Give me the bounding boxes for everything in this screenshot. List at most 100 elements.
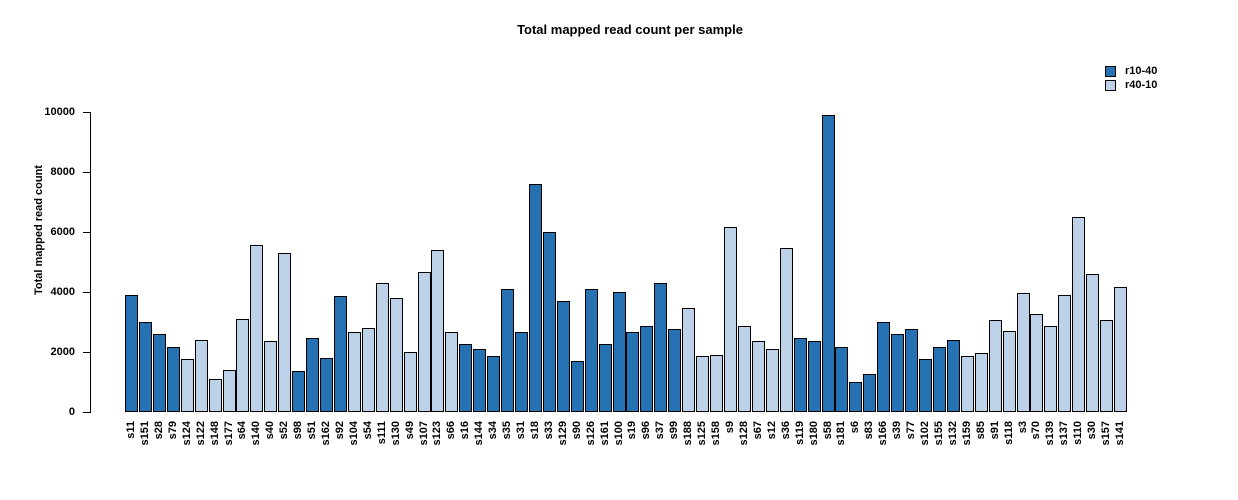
bar-s123 xyxy=(431,250,444,412)
x-tick-label-s144: s144 xyxy=(473,421,485,446)
bar-s125 xyxy=(696,356,709,412)
legend-label-r10-40: r10-40 xyxy=(1125,64,1158,77)
x-tick-label-s52: s52 xyxy=(278,421,290,440)
x-tick-label-s92: s92 xyxy=(334,421,346,440)
bar-s83 xyxy=(863,374,876,412)
x-tick-label-s102: s102 xyxy=(919,421,931,446)
x-tick-label-s139: s139 xyxy=(1044,421,1056,446)
bar-s132 xyxy=(947,340,960,412)
bar-s3 xyxy=(1017,293,1030,412)
bar-s159 xyxy=(961,356,974,412)
x-tick-label-s91: s91 xyxy=(989,421,1001,440)
x-tick-label-s58: s58 xyxy=(822,421,834,440)
y-tick-label: 10000 xyxy=(44,106,75,118)
y-tick-mark xyxy=(83,352,90,353)
x-tick-label-s3: s3 xyxy=(1017,421,1029,434)
x-tick-label-s129: s129 xyxy=(557,421,569,446)
x-tick-label-s124: s124 xyxy=(181,421,193,446)
x-tick-label-s132: s132 xyxy=(947,421,959,446)
bar-s139 xyxy=(1044,326,1057,412)
bar-s129 xyxy=(557,301,570,412)
x-tick-label-s66: s66 xyxy=(445,421,457,440)
bar-s70 xyxy=(1030,314,1043,412)
x-tick-label-s155: s155 xyxy=(933,421,945,446)
x-tick-label-s140: s140 xyxy=(250,421,262,446)
bar-s18 xyxy=(529,184,542,412)
y-tick-label: 6000 xyxy=(50,226,75,238)
y-tick-label: 0 xyxy=(68,406,75,418)
bar-s188 xyxy=(682,308,695,412)
bar-s181 xyxy=(835,347,848,412)
bar-s111 xyxy=(376,283,389,412)
bar-s166 xyxy=(877,322,890,412)
bar-s52 xyxy=(278,253,291,412)
bar-s96 xyxy=(640,326,653,412)
bar-s36 xyxy=(780,248,793,412)
bar-s100 xyxy=(613,292,626,412)
y-tick-mark xyxy=(83,292,90,293)
x-tick-label-s159: s159 xyxy=(961,421,973,446)
y-tick-mark xyxy=(83,412,90,413)
x-tick-label-s9: s9 xyxy=(724,421,736,434)
bar-s128 xyxy=(738,326,751,412)
x-tick-label-s49: s49 xyxy=(404,421,416,440)
bar-s161 xyxy=(599,344,612,412)
x-tick-label-s18: s18 xyxy=(529,421,541,440)
bar-s19 xyxy=(626,332,639,412)
bar-s33 xyxy=(543,232,556,412)
x-tick-label-s111: s111 xyxy=(376,421,388,445)
legend: r10-40 r40-10 xyxy=(1105,64,1157,92)
bar-s91 xyxy=(989,320,1002,412)
x-tick-label-s54: s54 xyxy=(362,421,374,440)
bar-s126 xyxy=(585,289,598,412)
bar-s140 xyxy=(250,245,263,412)
x-tick-label-s19: s19 xyxy=(626,421,638,440)
bar-s12 xyxy=(766,349,779,412)
bar-s51 xyxy=(306,338,319,412)
y-tick-mark xyxy=(83,232,90,233)
x-tick-label-s157: s157 xyxy=(1100,421,1112,446)
bar-s11 xyxy=(125,295,138,412)
bar-s130 xyxy=(390,298,403,412)
x-tick-label-s123: s123 xyxy=(431,421,443,446)
bar-s40 xyxy=(264,341,277,412)
x-tick-label-s181: s181 xyxy=(835,421,847,446)
bar-s144 xyxy=(473,349,486,412)
x-tick-label-s16: s16 xyxy=(459,421,471,440)
y-axis-line xyxy=(90,112,91,413)
x-tick-label-s40: s40 xyxy=(264,421,276,440)
bar-s177 xyxy=(223,370,236,412)
x-tick-label-s148: s148 xyxy=(209,421,221,446)
bar-s162 xyxy=(320,358,333,412)
x-tick-label-s180: s180 xyxy=(808,421,820,446)
x-tick-label-s104: s104 xyxy=(348,421,360,446)
y-tick-mark xyxy=(83,112,90,113)
x-tick-label-s12: s12 xyxy=(766,421,778,440)
x-tick-label-s177: s177 xyxy=(223,421,235,446)
y-tick-label: 8000 xyxy=(50,166,75,178)
legend-row-r40-10: r40-10 xyxy=(1105,78,1157,92)
legend-row-r10-40: r10-40 xyxy=(1105,64,1157,78)
x-tick-label-s79: s79 xyxy=(167,421,179,440)
bar-s158 xyxy=(710,355,723,412)
x-tick-label-s90: s90 xyxy=(571,421,583,440)
bar-s30 xyxy=(1086,274,1099,412)
bar-s28 xyxy=(153,334,166,412)
x-tick-label-s36: s36 xyxy=(780,421,792,440)
bar-s77 xyxy=(905,329,918,412)
bar-s66 xyxy=(445,332,458,412)
bar-s124 xyxy=(181,359,194,412)
x-tick-label-s100: s100 xyxy=(613,421,625,446)
x-tick-label-s188: s188 xyxy=(682,421,694,446)
x-tick-label-s137: s137 xyxy=(1058,421,1070,446)
x-tick-label-s28: s28 xyxy=(153,421,165,440)
x-tick-label-s96: s96 xyxy=(640,421,652,440)
y-tick-label: 4000 xyxy=(50,286,75,298)
x-tick-label-s51: s51 xyxy=(306,421,318,440)
bar-s85 xyxy=(975,353,988,412)
bar-s102 xyxy=(919,359,932,412)
bar-s122 xyxy=(195,340,208,412)
bar-s64 xyxy=(236,319,249,412)
bar-s92 xyxy=(334,296,347,412)
x-tick-label-s110: s110 xyxy=(1072,421,1084,445)
